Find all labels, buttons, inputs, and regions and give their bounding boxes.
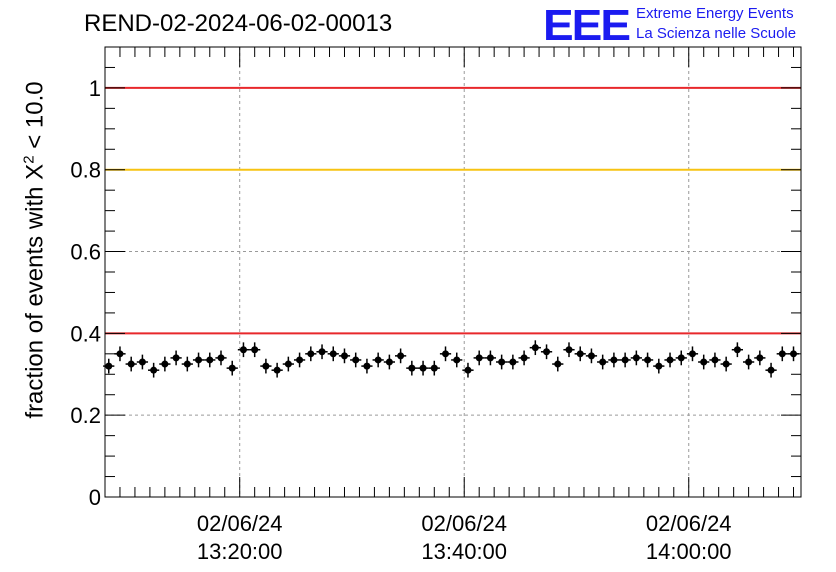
data-point <box>217 354 225 362</box>
data-point <box>172 354 180 362</box>
data-point <box>509 358 517 366</box>
data-point <box>745 358 753 366</box>
data-point <box>228 364 236 372</box>
data-point <box>150 366 158 374</box>
y-tick-label: 0.4 <box>70 321 101 346</box>
x-tick-label-date: 02/06/24 <box>421 511 507 536</box>
data-point <box>397 352 405 360</box>
data-point <box>127 360 135 368</box>
data-point <box>733 346 741 354</box>
data-point <box>677 354 685 362</box>
data-point <box>778 350 786 358</box>
data-point <box>655 362 663 370</box>
data-point <box>576 350 584 358</box>
logo-caption-line2: La Scienza nelle Scuole <box>636 25 797 42</box>
data-point <box>520 354 528 362</box>
data-point <box>711 356 719 364</box>
data-point <box>183 360 191 368</box>
data-point <box>756 354 764 362</box>
data-point <box>688 350 696 358</box>
data-point <box>790 350 798 358</box>
data-point <box>419 364 427 372</box>
x-tick-label-time: 13:40:00 <box>421 539 507 564</box>
data-point <box>486 354 494 362</box>
data-point <box>666 356 674 364</box>
plot-frame <box>104 46 802 498</box>
data-point <box>464 366 472 374</box>
data-point <box>430 364 438 372</box>
y-tick-label: 0.8 <box>70 158 101 183</box>
logo-caption-line1: Extreme Energy Events <box>636 5 794 22</box>
data-point <box>307 350 315 358</box>
data-point <box>644 356 652 364</box>
y-tick-label: 0 <box>89 485 101 510</box>
y-tick-label: 0.6 <box>70 240 101 265</box>
data-point <box>116 350 124 358</box>
eee-logo: EEE <box>543 0 631 50</box>
data-point <box>767 366 775 374</box>
data-point <box>161 360 169 368</box>
data-point <box>385 358 393 366</box>
data-point <box>374 356 382 364</box>
data-point <box>363 362 371 370</box>
data-point <box>273 366 281 374</box>
data-point <box>554 360 562 368</box>
data-point <box>284 360 292 368</box>
data-point <box>318 348 326 356</box>
y-tick-label: 1 <box>89 76 101 101</box>
data-point <box>105 362 113 370</box>
data-point <box>700 358 708 366</box>
data-point <box>621 356 629 364</box>
data-point <box>531 344 539 352</box>
data-point <box>599 358 607 366</box>
data-point <box>251 346 259 354</box>
data-point <box>453 356 461 364</box>
data-point <box>195 356 203 364</box>
data-point <box>206 356 214 364</box>
x-tick-label-time: 14:00:00 <box>646 539 732 564</box>
data-point <box>587 352 595 360</box>
data-point <box>262 362 270 370</box>
data-point <box>138 358 146 366</box>
data-point <box>329 350 337 358</box>
logo-caption: Extreme Energy Events La Scienza nelle S… <box>636 4 796 44</box>
y-tick-label: 0.2 <box>70 403 101 428</box>
plot-title: REND-02-2024-06-02-00013 <box>84 10 393 37</box>
x-tick-label-date: 02/06/24 <box>646 511 732 536</box>
data-point <box>296 356 304 364</box>
data-point <box>239 346 247 354</box>
data-point <box>408 364 416 372</box>
data-point <box>352 356 360 364</box>
x-tick-label-date: 02/06/24 <box>197 511 283 536</box>
data-point <box>543 348 551 356</box>
data-point <box>565 346 573 354</box>
data-point <box>610 356 618 364</box>
data-point <box>340 352 348 360</box>
data-point <box>442 350 450 358</box>
x-tick-label-time: 13:20:00 <box>197 539 283 564</box>
data-point <box>632 354 640 362</box>
data-point <box>498 358 506 366</box>
data-point <box>722 360 730 368</box>
data-point <box>475 354 483 362</box>
